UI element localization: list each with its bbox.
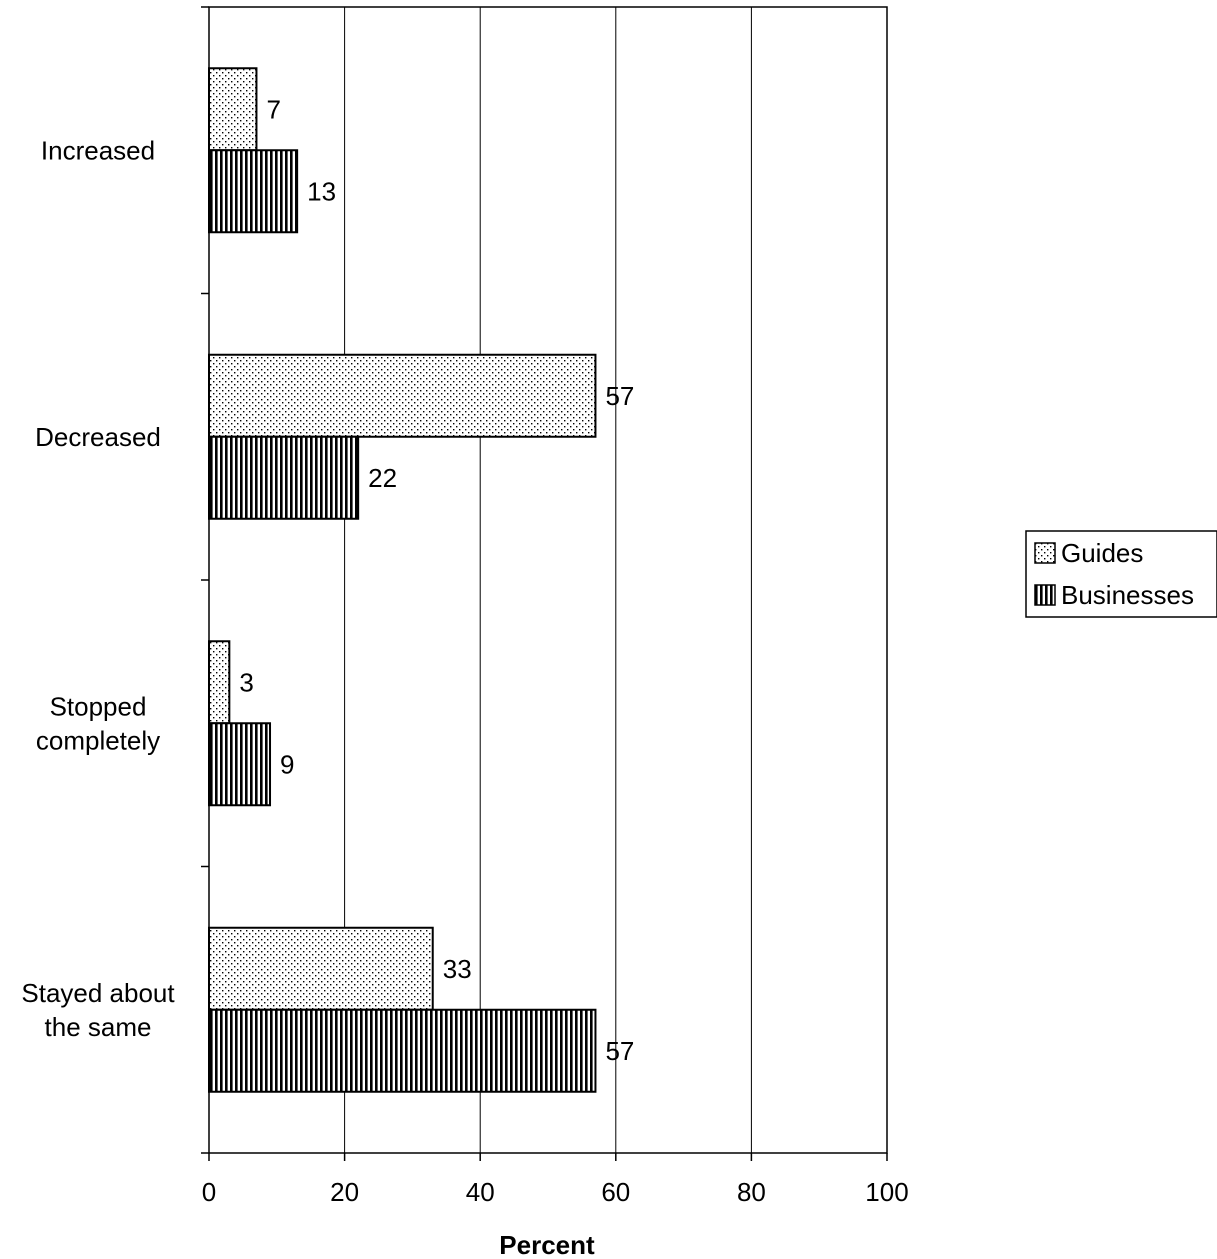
category-label: Increased bbox=[41, 135, 155, 165]
bar-businesses-3 bbox=[208, 1008, 597, 1093]
data-label: 57 bbox=[605, 1036, 634, 1066]
legend: Guides Businesses bbox=[1025, 530, 1217, 618]
x-tick-label: 0 bbox=[202, 1177, 216, 1207]
bar-guides-2 bbox=[208, 640, 231, 725]
data-label: 9 bbox=[280, 749, 294, 779]
x-tick-label: 100 bbox=[865, 1177, 908, 1207]
bar-businesses-2 bbox=[208, 722, 272, 807]
x-tick-label: 20 bbox=[330, 1177, 359, 1207]
legend-label-guides: Guides bbox=[1061, 538, 1143, 568]
bar-guides-3 bbox=[208, 926, 434, 1011]
x-tick-label: 60 bbox=[601, 1177, 630, 1207]
data-label: 3 bbox=[239, 667, 253, 697]
data-label: 7 bbox=[266, 94, 280, 124]
legend-box bbox=[1025, 530, 1217, 618]
data-label: 13 bbox=[307, 176, 336, 206]
category-label: Stopped bbox=[50, 691, 147, 721]
bar-businesses-1 bbox=[208, 435, 360, 520]
data-label: 22 bbox=[368, 463, 397, 493]
category-label: Decreased bbox=[35, 422, 161, 452]
legend-label-businesses: Businesses bbox=[1061, 580, 1194, 610]
data-label: 57 bbox=[605, 381, 634, 411]
category-label: the same bbox=[45, 1012, 152, 1042]
legend-swatch-guides bbox=[1034, 542, 1056, 564]
bar-businesses-0 bbox=[208, 149, 299, 234]
category-label: Stayed about bbox=[21, 978, 175, 1008]
x-tick-label: 80 bbox=[737, 1177, 766, 1207]
x-axis-title: Percent bbox=[499, 1230, 595, 1259]
x-tick-label: 40 bbox=[466, 1177, 495, 1207]
plot-area: 0 20 40 60 80 100 Increased 7 13 Decreased 57 22 Sto… bbox=[21, 6, 909, 1207]
bar-guides-0 bbox=[208, 67, 258, 152]
category-label: completely bbox=[36, 725, 160, 755]
legend-swatch-businesses bbox=[1034, 584, 1056, 606]
bar-guides-1 bbox=[208, 353, 597, 438]
data-label: 33 bbox=[443, 954, 472, 984]
